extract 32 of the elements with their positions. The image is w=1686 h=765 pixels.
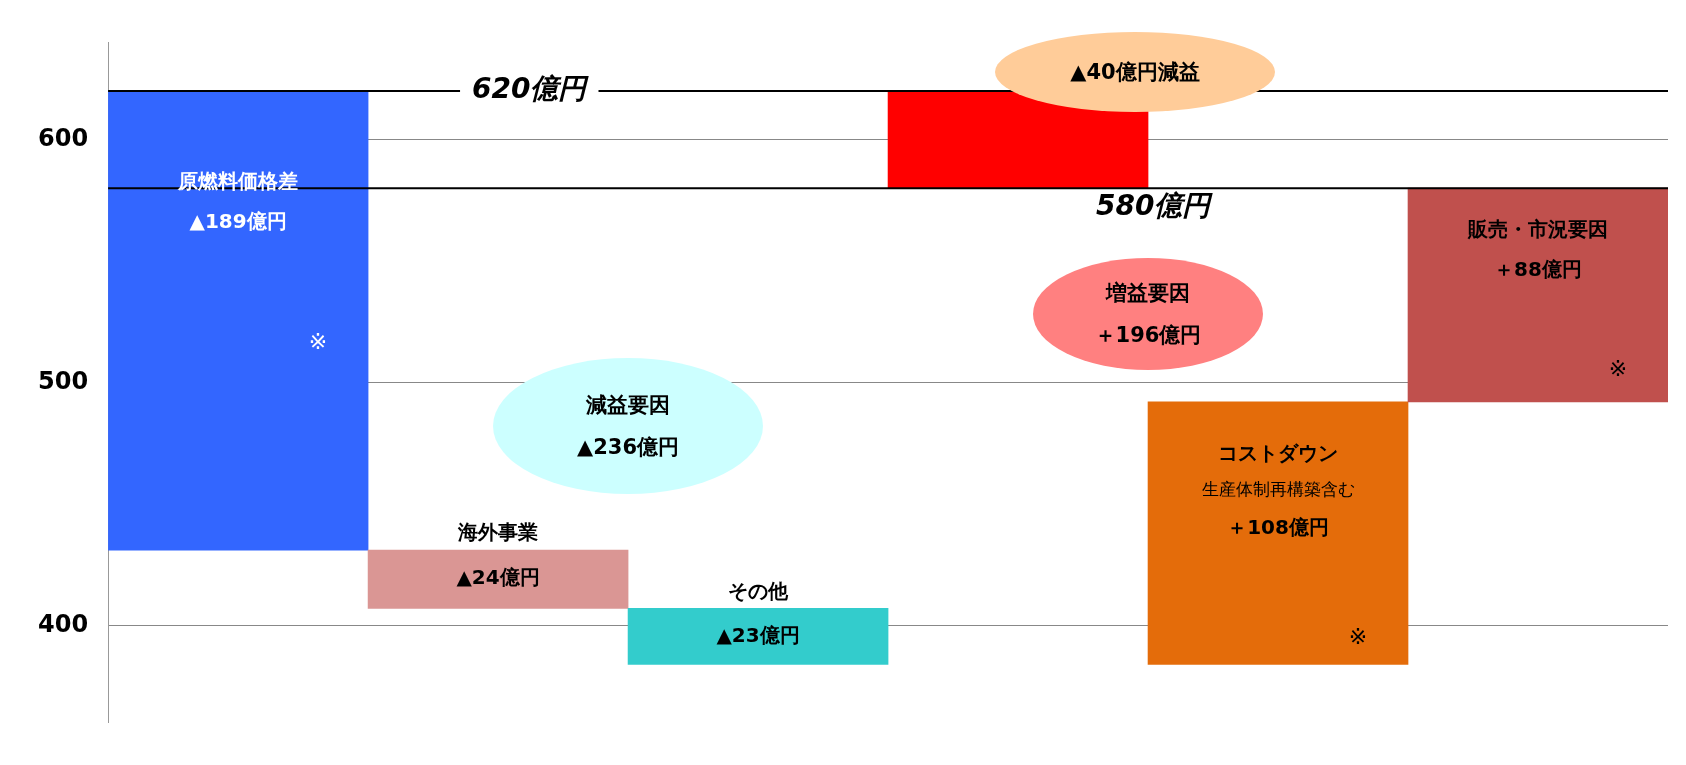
y-tick-label: 600 (37, 123, 89, 152)
annotation: 増益要因 (1106, 280, 1191, 308)
bar (1147, 401, 1409, 665)
oval-shape: 増益要因 ＋196億円 (1033, 258, 1264, 371)
data-label: ▲24億円 (456, 565, 540, 590)
data-label: ＋88億円 (1494, 257, 1582, 282)
annotation: ▲40億円減益 (1070, 58, 1200, 86)
annotation: ▲236億円 (577, 434, 680, 462)
bar (1407, 187, 1668, 403)
annotation: ※ (308, 329, 328, 355)
x-tick-label: 販売・市況要因 (1467, 217, 1609, 242)
annotation: 減益要因 (586, 392, 671, 420)
annotation: ※ (1608, 355, 1628, 381)
bar (627, 608, 889, 665)
y-tick-label: 500 (37, 366, 89, 395)
bar (108, 90, 369, 551)
ref-line-label: 620億円 (472, 72, 590, 106)
x-tick-label: 海外事業 (457, 520, 539, 545)
annotation: 生産体制再構築含む (1201, 478, 1355, 499)
oval-shape: 減益要因 ▲236億円 (493, 358, 764, 495)
ref-line-label: 580億円 (1096, 189, 1214, 223)
bar (367, 549, 629, 609)
x-tick-label: コストダウン (1218, 440, 1339, 465)
data-label: ▲189億円 (189, 209, 287, 234)
annotation: ※ (1348, 623, 1368, 649)
x-tick-label: 原燃料価格差 (177, 169, 299, 194)
data-label: ▲23億円 (716, 622, 800, 647)
data-label: ＋108億円 (1227, 514, 1329, 539)
speech-bubble: ▲40億円減益 (995, 31, 1276, 112)
annotation: ＋196億円 (1094, 322, 1202, 350)
x-tick-label: その他 (728, 578, 790, 603)
y-tick-label: 400 (37, 609, 89, 638)
